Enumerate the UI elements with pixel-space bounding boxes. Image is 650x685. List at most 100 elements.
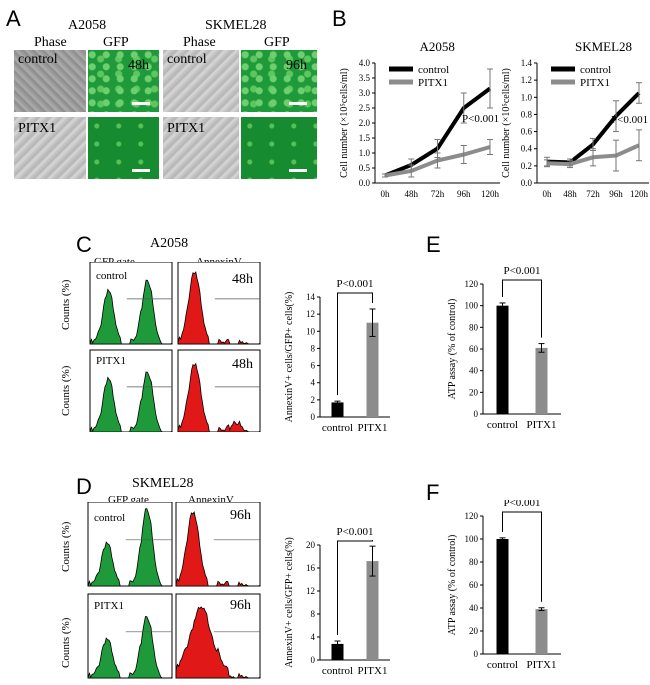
micrograph-skmel28-pitx1-gfp bbox=[241, 117, 317, 179]
y-tick-label: 20 bbox=[469, 626, 479, 636]
row-label-pitx1: PITX1 bbox=[18, 121, 57, 136]
panel-d-time-2: 96h bbox=[230, 598, 251, 613]
x-tick-label: 96h bbox=[457, 189, 471, 199]
y-tick-label: 0.0 bbox=[359, 178, 371, 188]
y-tick-label: 2 bbox=[311, 395, 316, 405]
legend-label-control: control bbox=[580, 64, 611, 76]
bar-PITX1 bbox=[535, 609, 548, 654]
y-tick-label: 14 bbox=[306, 292, 316, 302]
p-value-annotation: P<0.001 bbox=[336, 278, 373, 290]
panel-a-right-title: SKMEL28 bbox=[205, 18, 267, 33]
panel-d-row-pitx1: PITX1 bbox=[94, 600, 124, 612]
y-tick-label: 0.5 bbox=[359, 163, 371, 173]
panel-label-b: B bbox=[332, 6, 347, 31]
y-tick-label: 40 bbox=[469, 366, 479, 376]
y-tick-label: 10 bbox=[306, 326, 316, 336]
panel-label-c: C bbox=[76, 232, 92, 257]
scale-bar bbox=[289, 169, 307, 172]
panel-d-flow-histograms bbox=[87, 502, 261, 679]
panel-label-d: D bbox=[76, 474, 92, 499]
panel-c-time-2: 48h bbox=[232, 357, 253, 372]
chart-b-a2058: A2058 0.0 0.5 1.0 1.5 2.0 2.5 3.0 3.5 4.0 0h 48h 72h… bbox=[339, 39, 500, 199]
p-value-annotation: P<0.001 bbox=[611, 114, 648, 126]
panel-d-counts-2: Counts (%) bbox=[60, 617, 72, 668]
y-tick-label: 16 bbox=[306, 563, 316, 573]
y-tick-label: 4 bbox=[311, 632, 316, 642]
row-label-control: control bbox=[18, 52, 58, 67]
row-label-control: control bbox=[167, 52, 207, 67]
bar-PITX1 bbox=[366, 561, 379, 660]
panel-c-bar-chart: 0 2 4 6 8 10 12 14 AnnexinV+ cells/GFP+ cells(%)… bbox=[284, 278, 390, 434]
panel-a-left-title: A2058 bbox=[68, 18, 107, 33]
y-axis-label: Cell number (×10⁵cells/ml) bbox=[339, 68, 350, 178]
y-tick-label: 20 bbox=[469, 387, 479, 397]
scale-bar bbox=[289, 102, 307, 105]
y-tick-label: 1.4 bbox=[521, 58, 533, 68]
y-tick-label: 0 bbox=[474, 649, 479, 659]
panel-c-counts-1: Counts (%) bbox=[60, 279, 72, 330]
y-tick-label: 60 bbox=[469, 344, 479, 354]
legend-label-control: control bbox=[418, 64, 449, 76]
x-tick-label: 0h bbox=[543, 189, 553, 199]
x-tick-label: 96h bbox=[609, 189, 623, 199]
y-axis-label: AnnexinV+ cells/GFP+ cells(%) bbox=[284, 537, 295, 668]
x-tick-label: 48h bbox=[563, 189, 577, 199]
micrograph-a2058-pitx1-phase: PITX1 bbox=[14, 117, 86, 179]
y-tick-label: 1.5 bbox=[359, 133, 371, 143]
panel-c-counts-2: Counts (%) bbox=[60, 365, 72, 416]
panel-label-e: E bbox=[426, 232, 441, 257]
y-tick-label: 0.8 bbox=[521, 109, 533, 119]
y-tick-label: 0 bbox=[311, 412, 316, 422]
y-tick-label: 100 bbox=[465, 534, 479, 544]
y-tick-label: 80 bbox=[469, 322, 479, 332]
p-value-annotation: P<0.001 bbox=[462, 113, 499, 125]
time-label-96h: 96h bbox=[286, 58, 307, 73]
x-tick-label: PITX1 bbox=[527, 419, 557, 431]
y-tick-label: 40 bbox=[469, 603, 479, 613]
x-tick-label: 72h bbox=[586, 189, 600, 199]
panel-d-title: SKMEL28 bbox=[132, 476, 194, 491]
p-value-annotation: P<0.001 bbox=[336, 526, 373, 538]
x-tick-label: control bbox=[487, 419, 518, 431]
y-tick-label: 3.5 bbox=[359, 73, 371, 83]
y-tick-label: 100 bbox=[465, 301, 479, 311]
y-axis-label: ATP assay (% of control) bbox=[447, 535, 458, 636]
panel-c-title: A2058 bbox=[150, 236, 189, 251]
d-control-annexin-histogram bbox=[175, 511, 261, 587]
panel-c-row-pitx1: PITX1 bbox=[96, 355, 126, 367]
legend-label-PITX1: PITX1 bbox=[580, 77, 610, 89]
panel-c-flow-histograms bbox=[89, 262, 261, 432]
y-tick-label: 4 bbox=[311, 378, 316, 388]
y-tick-label: 1.0 bbox=[359, 148, 371, 158]
y-tick-label: 2.5 bbox=[359, 103, 371, 113]
panel-e-bar-chart: 0 20 40 60 80 100 120 ATP assay (% of control) c… bbox=[447, 265, 561, 431]
y-axis-label: AnnexinV+ cells/GFP+ cells(%) bbox=[284, 292, 295, 423]
panel-c-time-1: 48h bbox=[232, 272, 253, 287]
x-tick-label: 120h bbox=[481, 189, 500, 199]
micrograph-skmel28-control-phase: control bbox=[163, 50, 239, 112]
d-control-gfp-histogram bbox=[87, 508, 173, 587]
bar-PITX1 bbox=[366, 322, 379, 417]
legend-label-PITX1: PITX1 bbox=[418, 77, 448, 89]
row-label-pitx1: PITX1 bbox=[167, 121, 206, 136]
chart-title: A2058 bbox=[420, 39, 455, 54]
y-tick-label: 1.0 bbox=[521, 92, 533, 102]
panel-d-row-control: control bbox=[94, 512, 126, 524]
panel-b-charts: A2058 0.0 0.5 1.0 1.5 2.0 2.5 3.0 3.5 4.0 0h 48h 72h… bbox=[339, 39, 649, 199]
x-tick-label: control bbox=[322, 422, 353, 434]
y-tick-label: 6 bbox=[311, 361, 316, 371]
scale-bar bbox=[132, 169, 150, 172]
y-tick-label: 80 bbox=[469, 557, 479, 567]
bar-control bbox=[331, 402, 344, 417]
x-tick-label: 0h bbox=[381, 189, 391, 199]
panel-d-counts-1: Counts (%) bbox=[60, 521, 72, 572]
bar-PITX1 bbox=[535, 347, 548, 414]
significance-bracket bbox=[337, 540, 373, 636]
chart-b-skmel28: SKMEL28 0.0 0.2 0.4 0.6 0.8 1.0 1.2 1.4 0h 48h 72h 9… bbox=[501, 39, 649, 199]
y-tick-label: 20 bbox=[306, 540, 316, 550]
y-tick-label: 12 bbox=[306, 309, 315, 319]
y-tick-label: 4.0 bbox=[359, 58, 371, 68]
significance-bracket bbox=[502, 511, 542, 602]
x-tick-label: 48h bbox=[405, 189, 419, 199]
panel-label-a: A bbox=[6, 6, 21, 31]
